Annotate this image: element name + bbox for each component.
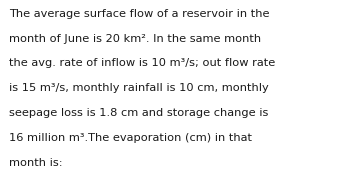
Text: month of June is 20 km². In the same month: month of June is 20 km². In the same mon… bbox=[9, 34, 261, 44]
Text: seepage loss is 1.8 cm and storage change is: seepage loss is 1.8 cm and storage chang… bbox=[9, 108, 268, 118]
Text: month is:: month is: bbox=[9, 158, 62, 168]
Text: the avg. rate of inflow is 10 m³/s; out flow rate: the avg. rate of inflow is 10 m³/s; out … bbox=[9, 58, 275, 68]
Text: is 15 m³/s, monthly rainfall is 10 cm, monthly: is 15 m³/s, monthly rainfall is 10 cm, m… bbox=[9, 83, 268, 93]
Text: 16 million m³.The evaporation (cm) in that: 16 million m³.The evaporation (cm) in th… bbox=[9, 133, 252, 143]
Text: The average surface flow of a reservoir in the: The average surface flow of a reservoir … bbox=[9, 9, 269, 19]
